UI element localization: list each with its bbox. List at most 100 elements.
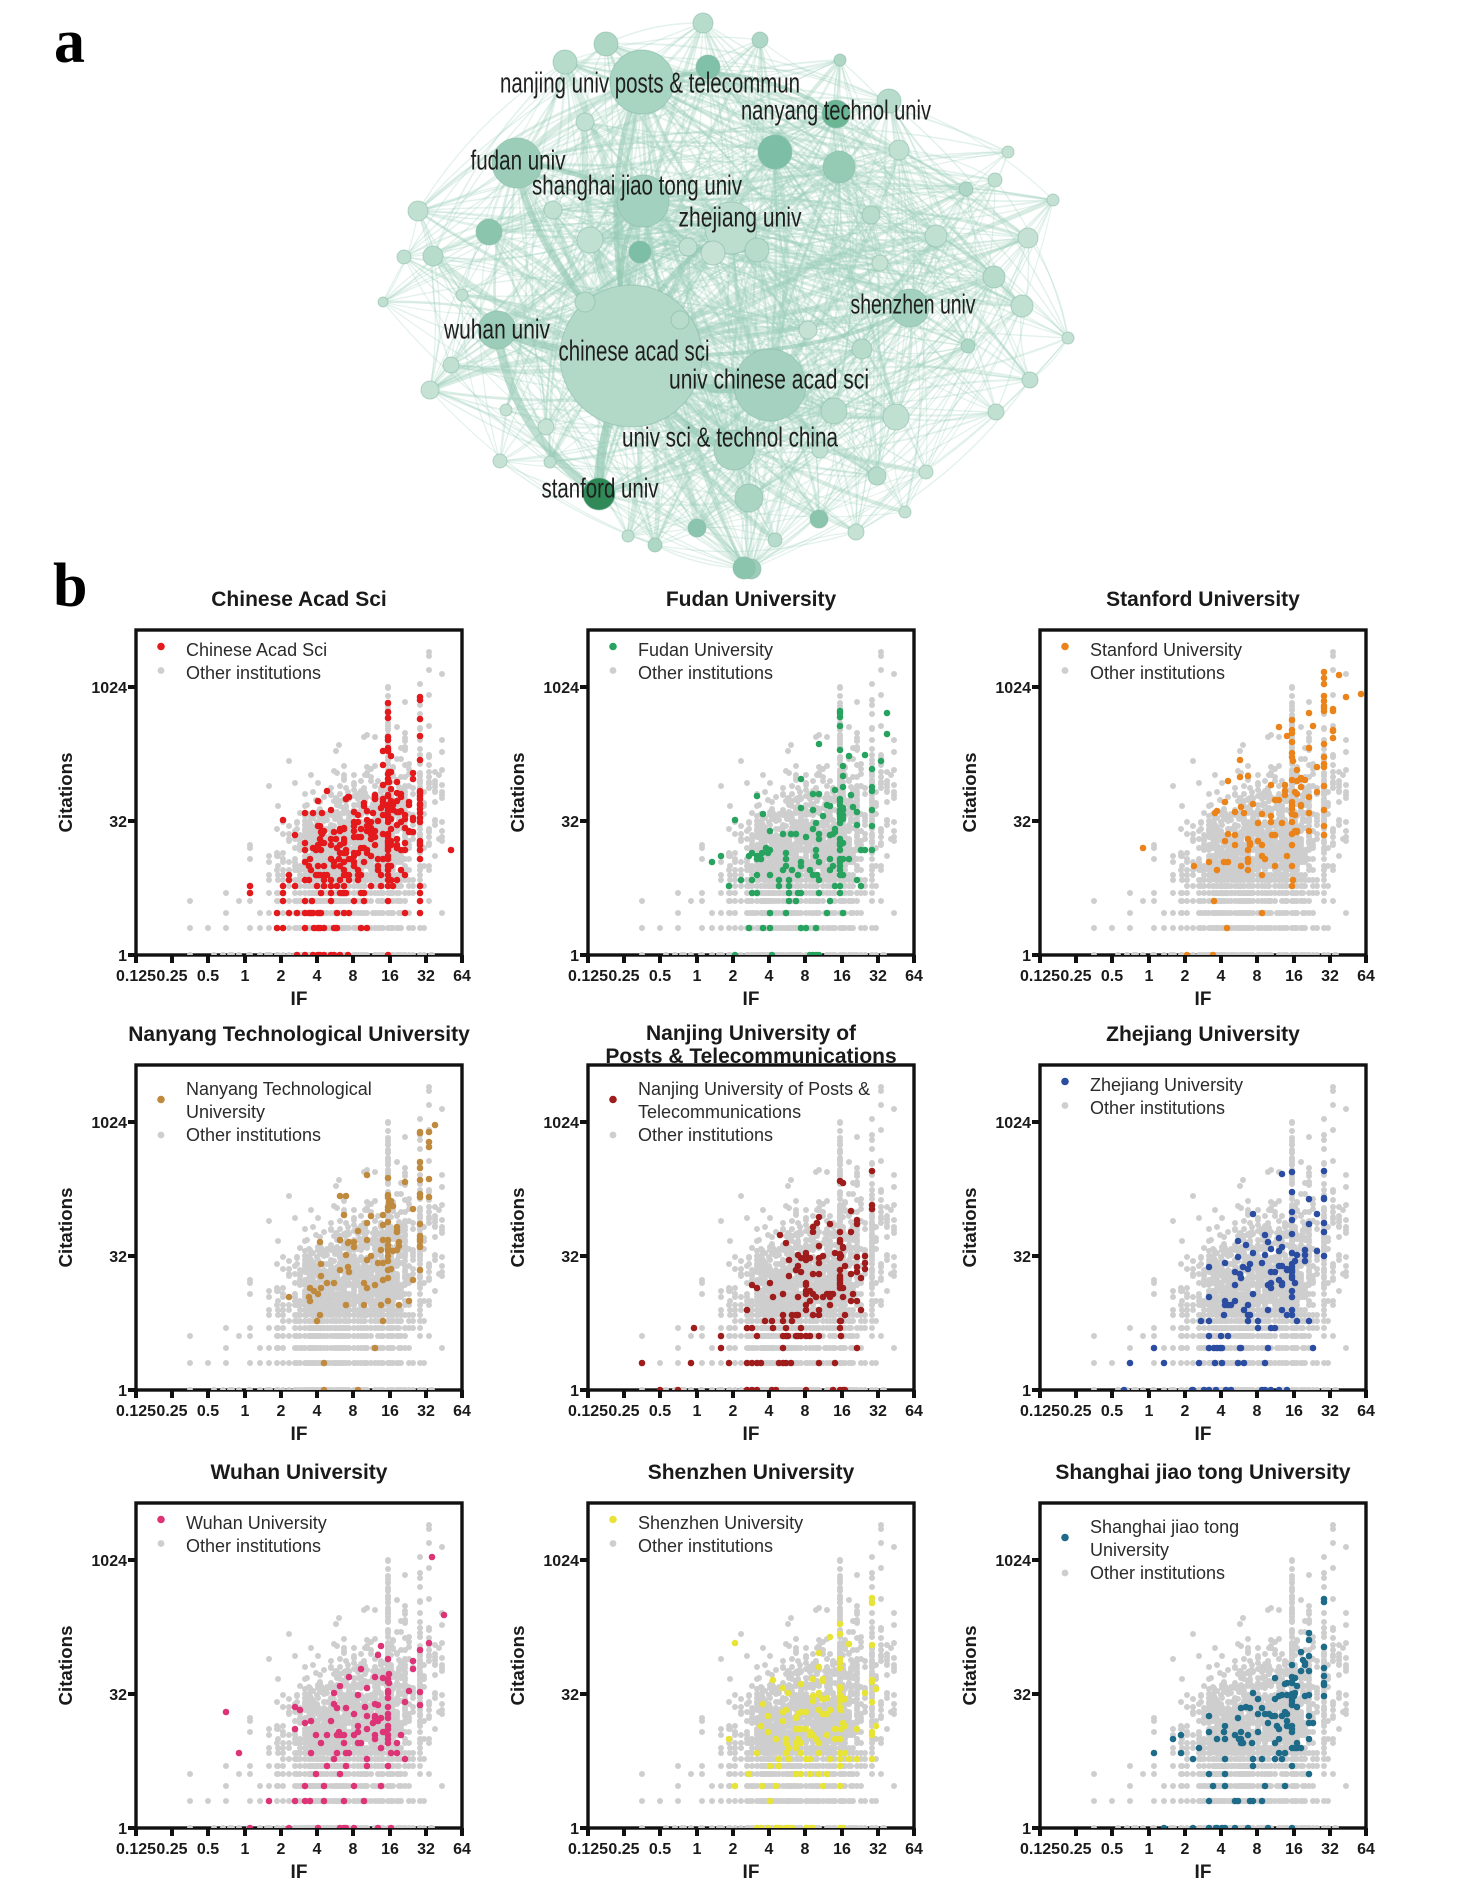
- svg-text:Other institutions: Other institutions: [1090, 1098, 1225, 1118]
- svg-text:0.25: 0.25: [156, 1403, 187, 1420]
- svg-text:Other institutions: Other institutions: [638, 1536, 773, 1556]
- svg-text:Other institutions: Other institutions: [186, 1125, 321, 1145]
- svg-text:Citations: Citations: [508, 1188, 528, 1268]
- svg-text:0.125: 0.125: [116, 968, 156, 985]
- svg-text:Citations: Citations: [508, 1626, 528, 1706]
- svg-text:IF: IF: [291, 1862, 308, 1883]
- svg-text:2: 2: [277, 968, 286, 985]
- svg-text:IF: IF: [743, 989, 760, 1010]
- svg-text:4: 4: [1217, 1841, 1226, 1858]
- svg-text:Other institutions: Other institutions: [186, 663, 321, 683]
- svg-text:0.5: 0.5: [197, 968, 219, 985]
- svg-text:32: 32: [561, 814, 579, 831]
- svg-text:1024: 1024: [995, 1115, 1031, 1132]
- svg-text:nanyang technol univ: nanyang technol univ: [741, 94, 931, 125]
- svg-text:64: 64: [453, 1841, 471, 1858]
- svg-text:Other institutions: Other institutions: [1090, 1563, 1225, 1583]
- svg-text:8: 8: [349, 968, 358, 985]
- svg-text:University: University: [186, 1102, 265, 1122]
- svg-text:Shanghai jiao tong: Shanghai jiao tong: [1090, 1517, 1239, 1537]
- svg-text:Other institutions: Other institutions: [186, 1536, 321, 1556]
- svg-text:2: 2: [277, 1403, 286, 1420]
- svg-text:0.25: 0.25: [608, 1841, 639, 1858]
- svg-text:0.5: 0.5: [1101, 968, 1123, 985]
- svg-text:0.5: 0.5: [1101, 1841, 1123, 1858]
- svg-text:0.5: 0.5: [649, 1841, 671, 1858]
- svg-text:Wuhan University: Wuhan University: [211, 1461, 388, 1484]
- svg-text:Nanjing University of: Nanjing University of: [646, 1022, 857, 1045]
- svg-text:Stanford University: Stanford University: [1106, 588, 1300, 611]
- svg-text:2: 2: [277, 1841, 286, 1858]
- svg-text:16: 16: [381, 968, 399, 985]
- svg-text:fudan univ: fudan univ: [471, 144, 566, 175]
- svg-text:2: 2: [1181, 968, 1190, 985]
- svg-text:1: 1: [241, 1841, 250, 1858]
- svg-text:8: 8: [1253, 968, 1262, 985]
- svg-text:1: 1: [693, 1841, 702, 1858]
- svg-text:0.125: 0.125: [1020, 1841, 1060, 1858]
- svg-text:IF: IF: [291, 989, 308, 1010]
- svg-text:Chinese Acad Sci: Chinese Acad Sci: [186, 640, 327, 660]
- svg-text:0.125: 0.125: [1020, 968, 1060, 985]
- svg-text:Shenzhen University: Shenzhen University: [638, 1513, 803, 1533]
- svg-text:nanjing univ posts & telecommu: nanjing univ posts & telecommun: [500, 68, 800, 100]
- svg-text:1: 1: [1022, 1383, 1031, 1400]
- svg-text:16: 16: [833, 968, 851, 985]
- svg-text:Nanyang Technological: Nanyang Technological: [186, 1079, 372, 1099]
- svg-text:Citations: Citations: [56, 1626, 76, 1706]
- svg-text:16: 16: [833, 1841, 851, 1858]
- svg-text:64: 64: [905, 968, 923, 985]
- svg-text:0.25: 0.25: [1060, 1403, 1091, 1420]
- svg-text:16: 16: [1285, 1403, 1303, 1420]
- svg-text:Wuhan University: Wuhan University: [186, 1513, 327, 1533]
- svg-text:0.5: 0.5: [197, 1841, 219, 1858]
- svg-text:Shenzhen University: Shenzhen University: [648, 1461, 855, 1484]
- svg-text:0.5: 0.5: [649, 1403, 671, 1420]
- svg-text:1024: 1024: [995, 680, 1031, 697]
- svg-text:1024: 1024: [543, 1115, 579, 1132]
- svg-text:32: 32: [869, 1841, 887, 1858]
- svg-text:Other institutions: Other institutions: [638, 1125, 773, 1145]
- svg-text:1: 1: [118, 1383, 127, 1400]
- svg-text:16: 16: [1285, 1841, 1303, 1858]
- svg-text:1: 1: [1022, 948, 1031, 965]
- svg-text:Citations: Citations: [56, 753, 76, 833]
- svg-text:32: 32: [1321, 1841, 1339, 1858]
- svg-text:4: 4: [313, 1403, 322, 1420]
- svg-text:Citations: Citations: [508, 753, 528, 833]
- svg-text:4: 4: [765, 1841, 774, 1858]
- svg-text:univ sci & technol china: univ sci & technol china: [622, 421, 838, 452]
- svg-text:Citations: Citations: [960, 753, 980, 833]
- svg-text:IF: IF: [1195, 1862, 1212, 1883]
- svg-text:32: 32: [109, 814, 127, 831]
- svg-text:IF: IF: [1195, 1424, 1212, 1445]
- svg-text:2: 2: [729, 968, 738, 985]
- svg-text:1024: 1024: [995, 1553, 1031, 1570]
- svg-text:Citations: Citations: [960, 1626, 980, 1706]
- svg-text:wuhan univ: wuhan univ: [443, 313, 550, 344]
- svg-text:Other institutions: Other institutions: [638, 663, 773, 683]
- svg-text:8: 8: [349, 1403, 358, 1420]
- svg-text:1: 1: [570, 1821, 579, 1838]
- svg-text:1: 1: [693, 968, 702, 985]
- svg-text:2: 2: [1181, 1841, 1190, 1858]
- svg-text:0.125: 0.125: [568, 968, 608, 985]
- svg-text:4: 4: [313, 968, 322, 985]
- svg-text:16: 16: [381, 1841, 399, 1858]
- svg-text:Stanford University: Stanford University: [1090, 640, 1242, 660]
- svg-text:32: 32: [1013, 1687, 1031, 1704]
- svg-text:32: 32: [1013, 814, 1031, 831]
- svg-text:IF: IF: [291, 1424, 308, 1445]
- svg-text:Zhejiang University: Zhejiang University: [1090, 1075, 1243, 1095]
- svg-text:2: 2: [729, 1403, 738, 1420]
- svg-text:Nanyang Technological Universi: Nanyang Technological University: [128, 1023, 470, 1046]
- svg-text:64: 64: [1357, 1841, 1375, 1858]
- svg-text:Chinese Acad Sci: Chinese Acad Sci: [211, 588, 386, 611]
- svg-text:stanford univ: stanford univ: [542, 472, 659, 503]
- svg-text:1: 1: [118, 1821, 127, 1838]
- svg-text:0.25: 0.25: [608, 1403, 639, 1420]
- svg-text:zhejiang univ: zhejiang univ: [679, 201, 802, 232]
- svg-text:4: 4: [765, 968, 774, 985]
- svg-text:64: 64: [905, 1841, 923, 1858]
- svg-text:chinese acad sci: chinese acad sci: [559, 336, 710, 368]
